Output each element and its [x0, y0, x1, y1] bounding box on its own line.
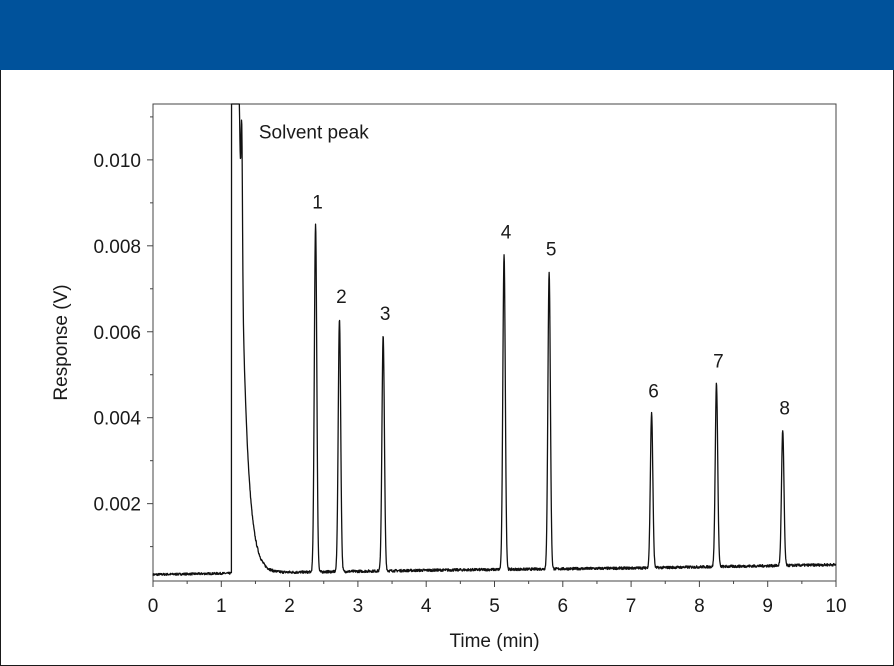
peak-label-7: 7 [713, 351, 724, 372]
x-tick-label: 0 [148, 596, 159, 617]
peak-label-3: 3 [380, 304, 391, 325]
x-tick-label: 9 [762, 596, 773, 617]
peak-label-2: 2 [336, 287, 347, 308]
x-tick-label: 5 [489, 596, 500, 617]
y-tick-label: 0.002 [93, 495, 141, 516]
x-tick-label: 1 [216, 596, 227, 617]
x-tick-label: 3 [353, 596, 364, 617]
x-tick-label: 6 [558, 596, 569, 617]
solvent-peak-annotation: Solvent peak [259, 122, 369, 143]
chromatogram-trace [152, 103, 837, 577]
peak-label-4: 4 [501, 222, 512, 243]
x-tick-label: 8 [694, 596, 705, 617]
x-axis-label: Time (min) [449, 631, 539, 652]
y-tick-label: 0.006 [93, 323, 141, 344]
header-band [0, 0, 894, 70]
peak-label-6: 6 [648, 381, 659, 402]
x-tick-label: 7 [626, 596, 637, 617]
peak-label-5: 5 [546, 240, 557, 261]
peak-label-1: 1 [312, 192, 323, 213]
y-axis-label: Response (V) [51, 284, 72, 400]
x-tick-label: 4 [421, 596, 432, 617]
y-tick-label: 0.008 [93, 237, 141, 258]
y-tick-label: 0.004 [93, 409, 141, 430]
peak-label-8: 8 [779, 399, 790, 420]
y-tick-label: 0.010 [93, 151, 141, 172]
axis-ticks: 0 1 2 3 4 5 6 7 8 9 10 0.002 0.004 0.006 0.008 0.010 [93, 116, 847, 617]
x-tick-label: 10 [825, 596, 846, 617]
peak-labels: 1 2 3 4 5 6 7 8 [312, 192, 790, 419]
x-tick-label: 2 [284, 596, 295, 617]
plot-area [152, 103, 837, 582]
